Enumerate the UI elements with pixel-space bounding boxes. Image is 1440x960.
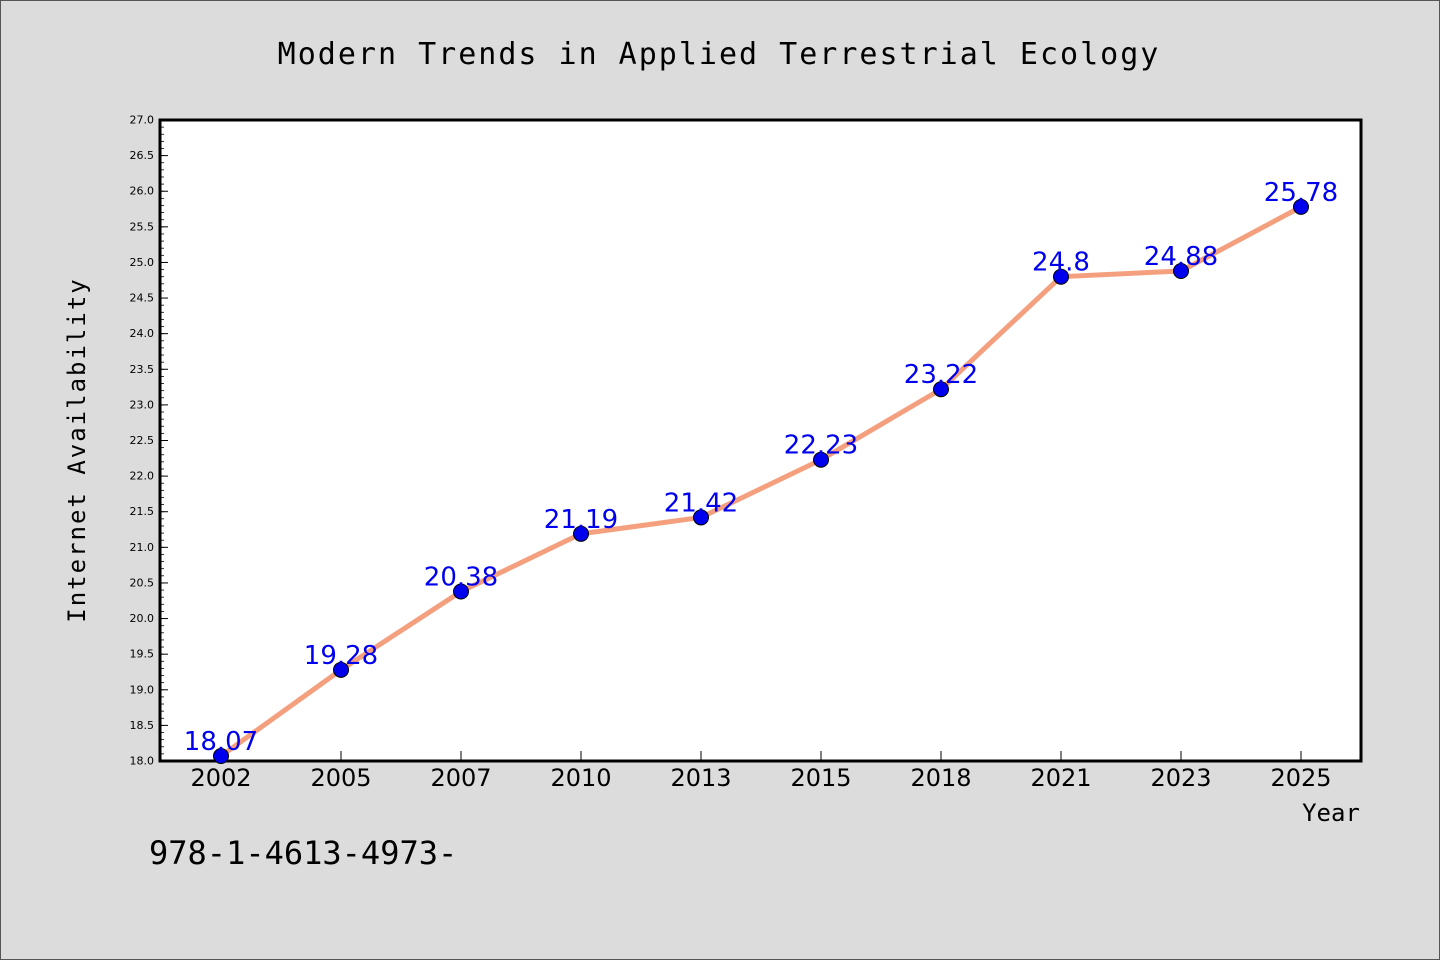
x-tick-label: 2025: [1270, 764, 1331, 792]
y-tick-label: 22.5: [130, 434, 155, 447]
footer-text: 978-1-4613-4973-: [149, 834, 457, 872]
data-point: [693, 509, 709, 526]
y-axis: 18.0 18.5 19.0 19.5 20.0 20.5 21.0 21.5 22.0 22.5…: [130, 114, 168, 768]
series-layer: 18.07 19.28 20.38 21.19 21.42 22.23 23.22 24.8 2…: [184, 178, 1338, 765]
data-label: 22.23: [784, 431, 858, 461]
y-tick-label: 24.5: [130, 292, 155, 305]
x-tick-label: 2015: [790, 764, 851, 792]
y-tick-label: 21.0: [130, 541, 155, 554]
y-tick-label: 20.5: [130, 576, 155, 589]
data-label: 20.38: [424, 562, 498, 592]
y-tick-label: 20.0: [130, 612, 155, 625]
y-tick-label: 21.5: [130, 505, 155, 518]
x-axis: 2002 2005 2007 2010 2013 2015 2018 2021 2023 2025: [190, 751, 1332, 792]
x-tick-label: 2021: [1030, 764, 1091, 792]
y-tick-label: 23.5: [130, 363, 155, 376]
data-point: [1173, 262, 1189, 279]
y-tick-label: 27.0: [130, 114, 155, 127]
data-label: 24.8: [1032, 248, 1090, 278]
data-point: [333, 661, 349, 678]
x-tick-label: 2002: [190, 764, 251, 792]
y-tick-label: 19.5: [130, 648, 155, 661]
y-tick-label: 19.0: [130, 683, 155, 696]
plot-area: [158, 118, 1363, 763]
data-label: 18.07: [184, 727, 258, 757]
y-tick-label: 25.5: [130, 220, 155, 233]
data-point: [1053, 268, 1069, 285]
data-label: 25.78: [1264, 178, 1338, 208]
y-tick-label: 18.5: [130, 719, 155, 732]
data-label: 23.22: [904, 360, 978, 390]
x-tick-label: 2007: [430, 764, 491, 792]
data-label: 21.19: [544, 505, 618, 535]
data-point: [813, 451, 829, 468]
y-axis-label: Internet Availability: [63, 277, 91, 622]
data-point: [453, 583, 469, 600]
data-point: [933, 381, 949, 398]
chart-title: Modern Trends in Applied Terrestrial Eco…: [278, 37, 1161, 72]
y-tick-label: 18.0: [130, 755, 155, 768]
series-line: [218, 204, 1304, 759]
x-tick-label: 2010: [550, 764, 611, 792]
data-point: [573, 525, 589, 542]
y-tick-label: 23.0: [130, 398, 155, 411]
x-tick-label: 2018: [910, 764, 971, 792]
y-tick-label: 26.0: [130, 185, 155, 198]
data-label: 19.28: [304, 641, 378, 671]
data-label: 24.88: [1144, 242, 1218, 272]
x-tick-label: 2013: [670, 764, 731, 792]
y-tick-label: 22.0: [130, 470, 155, 483]
data-point: [213, 748, 229, 765]
data-point: [1293, 198, 1309, 215]
x-axis-label: Year: [1302, 799, 1360, 827]
y-tick-label: 26.5: [130, 149, 155, 162]
x-tick-label: 2023: [1150, 764, 1211, 792]
data-label: 21.42: [664, 488, 738, 518]
y-tick-label: 25.0: [130, 256, 155, 269]
y-tick-label: 24.0: [130, 327, 155, 340]
x-tick-label: 2005: [310, 764, 371, 792]
